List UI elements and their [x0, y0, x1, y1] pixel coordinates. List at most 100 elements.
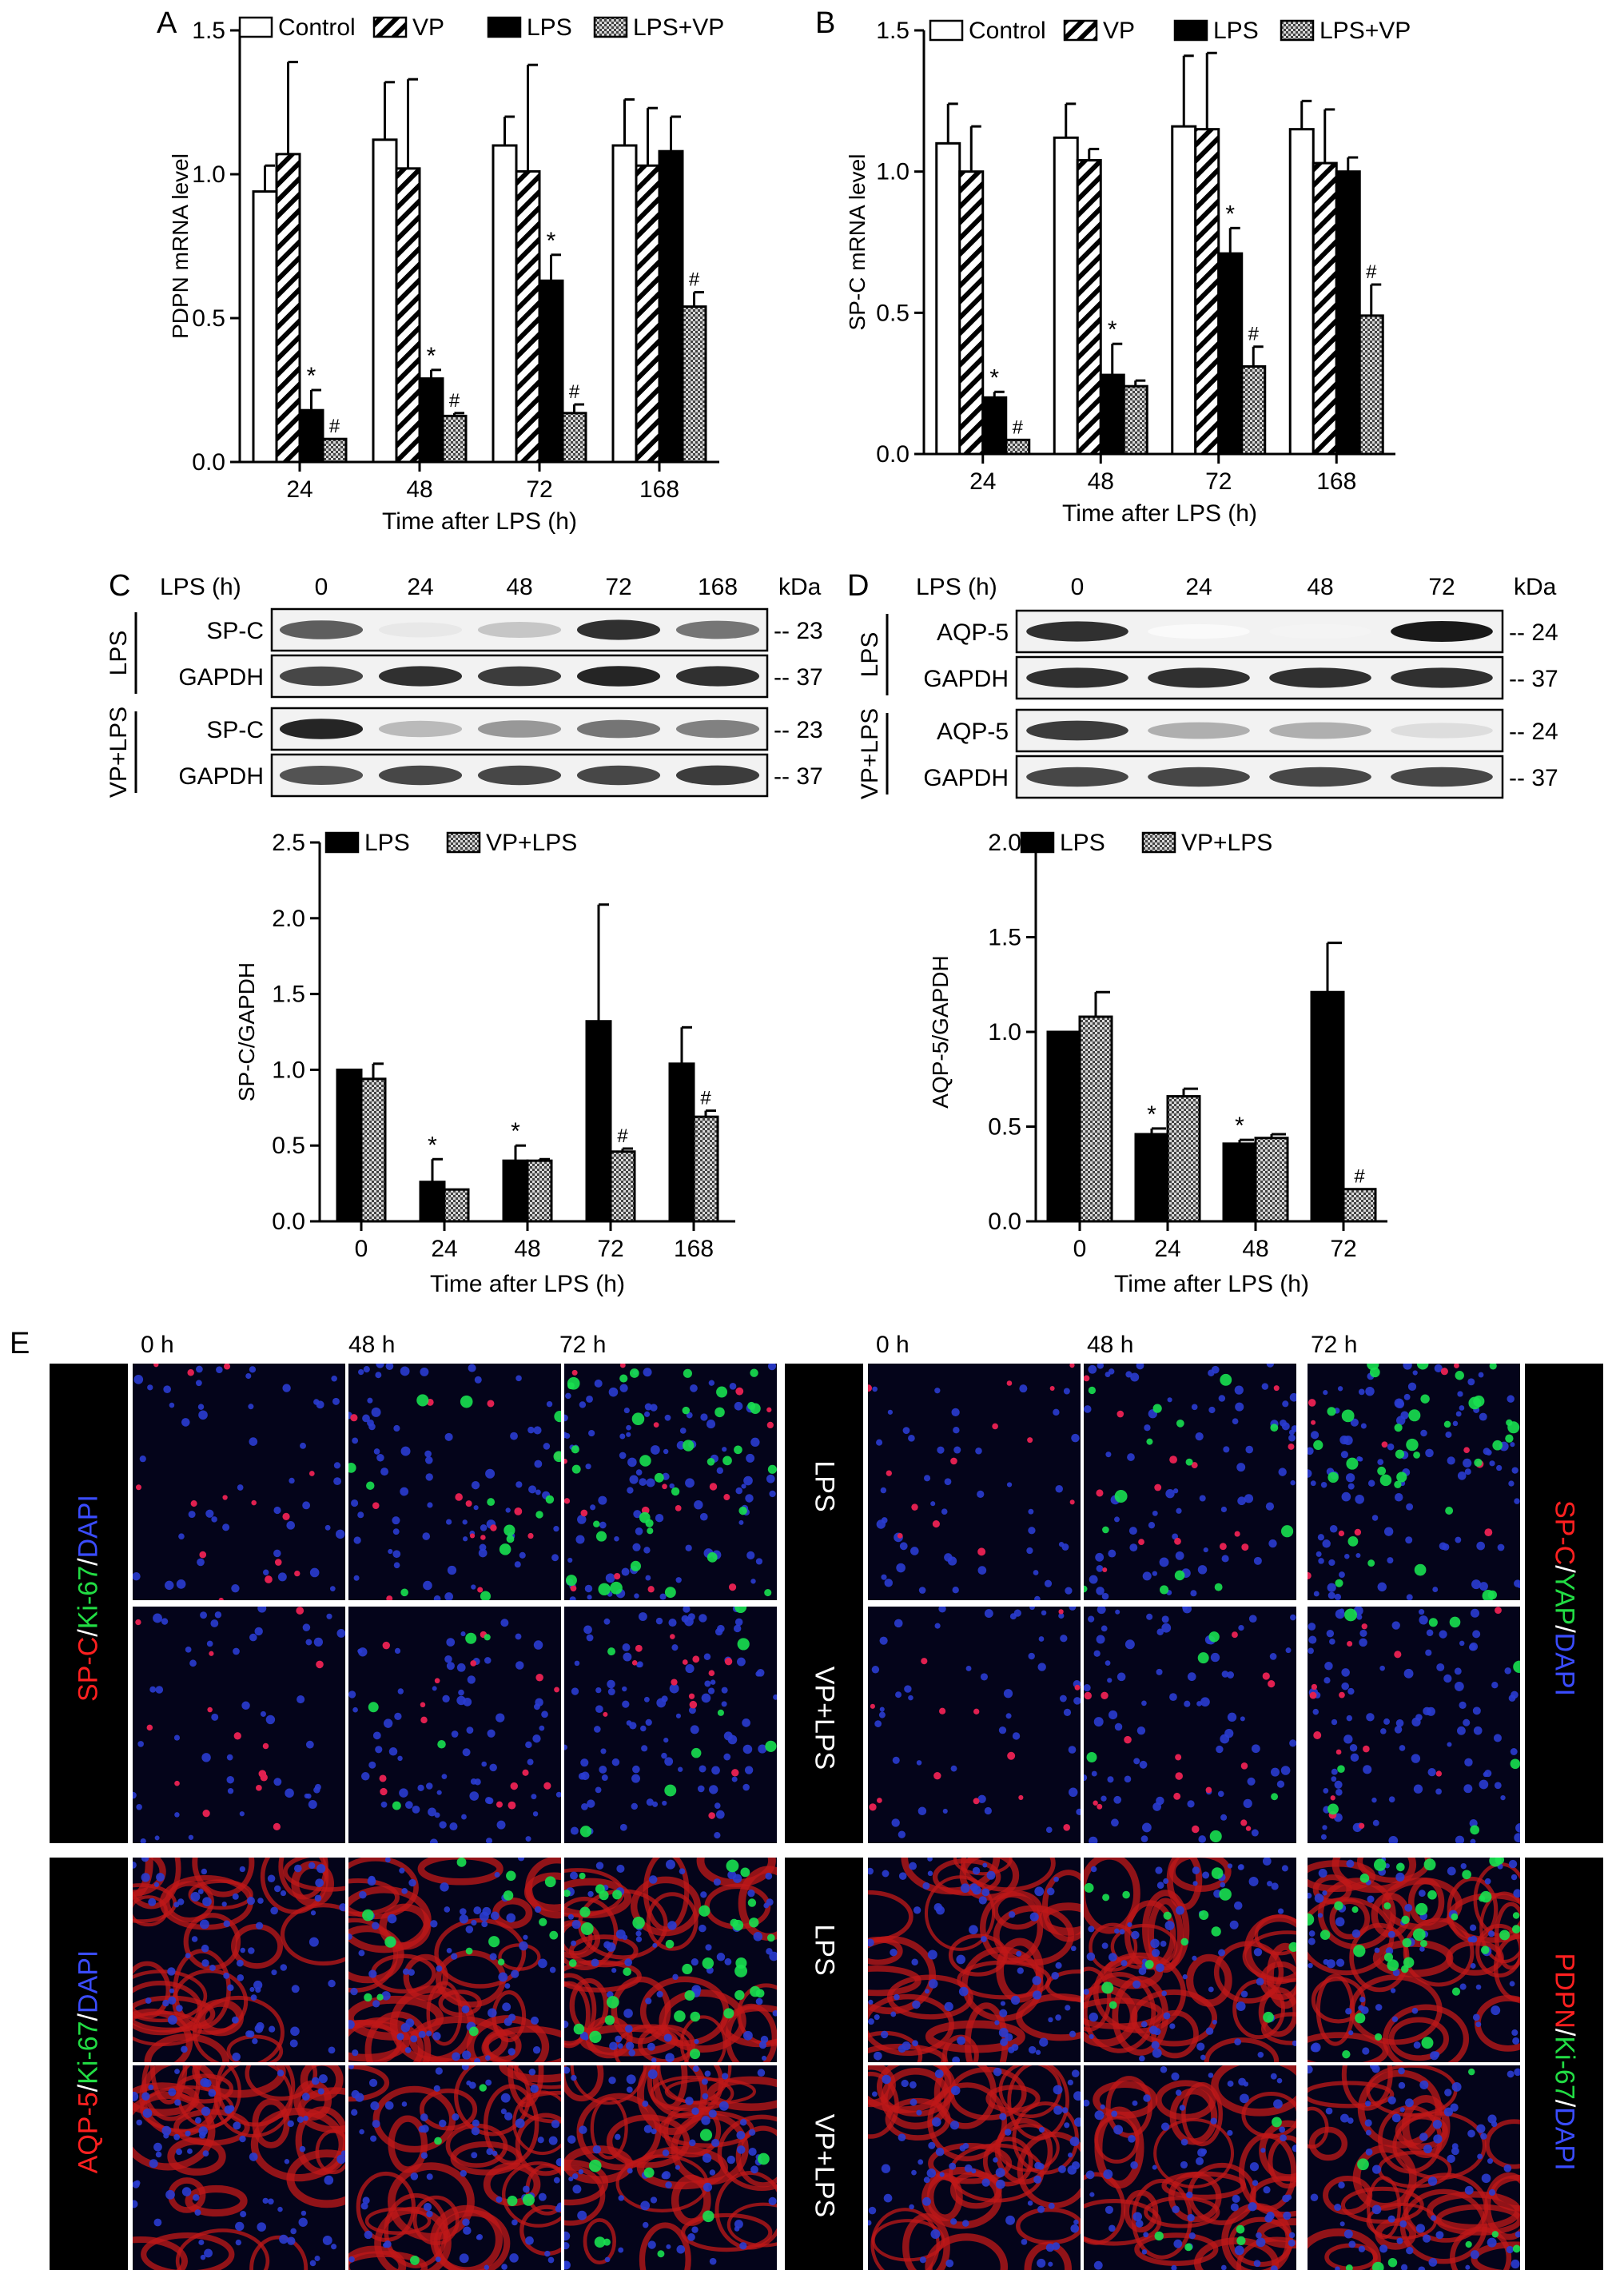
dapi-nucleus: [1238, 1624, 1244, 1631]
dapi-nucleus: [1345, 2008, 1352, 2015]
dapi-nucleus: [500, 2109, 507, 2115]
dapi-nucleus: [367, 1397, 373, 1404]
dapi-nucleus: [1323, 1390, 1328, 1396]
tissue-membrane: [997, 2124, 1060, 2172]
blot-band: [279, 620, 364, 639]
dapi-nucleus: [922, 1882, 930, 1890]
bar-lps-24: [1134, 1133, 1169, 1223]
dapi-nucleus: [487, 1729, 496, 1738]
dapi-nucleus: [1403, 1668, 1414, 1679]
dapi-nucleus: [1227, 1712, 1237, 1722]
dapi-nucleus: [1347, 1687, 1355, 1695]
dapi-nucleus: [1247, 1777, 1256, 1786]
red-stain-cell: [135, 1484, 141, 1491]
dapi-nucleus: [1227, 1863, 1233, 1869]
dapi-nucleus: [1234, 1385, 1244, 1395]
dapi-nucleus: [688, 2139, 696, 2147]
dapi-nucleus: [581, 1803, 588, 1810]
dapi-nucleus: [185, 2130, 191, 2137]
tissue-membrane: [681, 2212, 773, 2252]
red-stain-cell: [1435, 1770, 1443, 1777]
dapi-nucleus: [1363, 1765, 1372, 1774]
dapi-nucleus: [1065, 2005, 1071, 2011]
dapi-nucleus: [623, 2009, 633, 2018]
dapi-nucleus: [995, 2168, 1005, 2178]
dapi-nucleus: [202, 2150, 209, 2157]
dapi-nucleus: [1432, 1587, 1439, 1592]
green-stain-cell: [699, 2129, 713, 2141]
blot-row-label: GAPDH: [178, 763, 264, 790]
dapi-nucleus: [515, 1661, 524, 1670]
dapi-nucleus: [1084, 2099, 1090, 2107]
dapi-nucleus: [1488, 2188, 1496, 2196]
dapi-nucleus: [969, 1925, 978, 1935]
dapi-nucleus: [1253, 2260, 1261, 2268]
green-stain-cell: [1211, 1867, 1224, 1879]
dapi-nucleus: [1356, 1456, 1362, 1462]
dapi-nucleus: [284, 2159, 290, 2164]
dapi-nucleus: [235, 2239, 242, 2246]
tissue-membrane: [1392, 2111, 1487, 2180]
dapi-nucleus: [1026, 1547, 1033, 1555]
y-axis-label: PDPN mRNA level: [168, 153, 193, 339]
tissue-membrane: [570, 2065, 647, 2105]
dapi-nucleus: [1070, 1945, 1077, 1952]
dapi-nucleus: [1192, 1955, 1197, 1961]
dapi-nucleus: [1005, 2033, 1013, 2041]
dapi-nucleus: [1084, 1989, 1089, 1995]
dapi-nucleus: [1235, 1402, 1244, 1412]
dapi-nucleus: [501, 2264, 508, 2270]
dapi-nucleus: [1443, 2107, 1453, 2117]
micrograph-tile: [564, 2065, 777, 2270]
dapi-nucleus: [768, 2196, 777, 2205]
dapi-nucleus: [1090, 1866, 1097, 1873]
tissue-membrane: [717, 2114, 777, 2192]
stain-box-top-right: [1525, 1364, 1603, 1843]
green-stain-cell: [1209, 1830, 1222, 1842]
dapi-nucleus: [237, 1484, 244, 1491]
dapi-nucleus: [884, 1579, 893, 1587]
bar-vp-lps-0: [1078, 1015, 1113, 1223]
blot-band: [576, 666, 661, 687]
dapi-nucleus: [303, 2115, 308, 2121]
tissue-membrane: [696, 1858, 776, 1887]
dapi-nucleus: [896, 1563, 906, 1573]
dapi-nucleus: [1156, 1963, 1164, 1973]
dapi-nucleus: [1318, 1869, 1327, 1878]
legend-swatch: [324, 831, 360, 854]
tissue-membrane: [639, 2222, 691, 2270]
dapi-nucleus: [136, 2119, 142, 2126]
dapi-nucleus: [1041, 1610, 1047, 1616]
dapi-nucleus: [1317, 1534, 1324, 1541]
green-stain-cell: [499, 1543, 511, 1555]
dapi-nucleus: [458, 1689, 464, 1696]
tissue-membrane: [1168, 1858, 1232, 1892]
legend-label: LPS: [527, 14, 572, 41]
dapi-nucleus: [335, 1529, 345, 1539]
red-stain-cell: [1354, 1528, 1362, 1536]
tissue-membrane: [1084, 1858, 1140, 1934]
red-stain-cell: [724, 1658, 733, 1666]
dapi-nucleus: [1130, 1372, 1140, 1382]
dapi-nucleus: [277, 2069, 285, 2077]
dapi-nucleus: [622, 1934, 628, 1941]
dapi-nucleus: [527, 1758, 534, 1766]
legend-swatch: [929, 19, 964, 42]
dapi-nucleus: [1223, 1446, 1230, 1453]
blot-group-label: VP+LPS: [105, 707, 132, 798]
red-stain-cell: [1101, 1691, 1109, 1700]
dapi-nucleus: [1085, 2170, 1095, 2180]
green-stain-cell: [1377, 1466, 1387, 1476]
red-stain-cell: [1124, 1735, 1132, 1744]
dapi-nucleus: [1339, 2113, 1349, 2123]
dapi-nucleus: [174, 1812, 180, 1818]
dapi-nucleus: [1343, 1436, 1353, 1445]
stain-sep: /: [73, 2084, 104, 2093]
dapi-nucleus: [599, 1521, 607, 1529]
red-stain-cell: [933, 1771, 941, 1780]
dapi-nucleus: [1139, 1760, 1148, 1769]
dapi-nucleus: [1426, 1629, 1434, 1637]
dapi-nucleus: [1415, 2224, 1426, 2233]
dapi-nucleus: [1292, 2145, 1296, 2153]
